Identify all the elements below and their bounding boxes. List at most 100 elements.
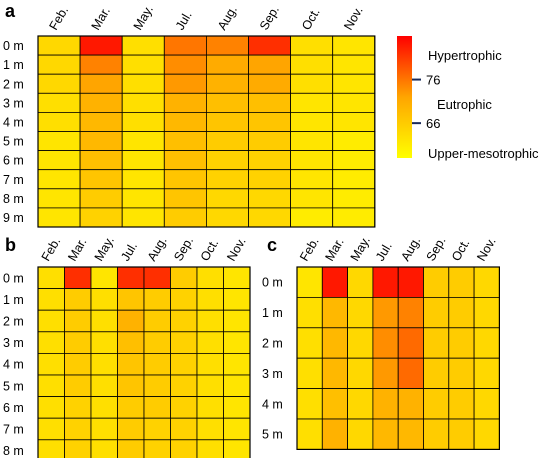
heatmap-cell [64,309,92,333]
heatmap-cell [37,309,65,333]
heatmap-cell [79,169,123,190]
heatmap-cell [332,112,376,132]
heatmap-cell [196,374,224,398]
heatmap-cell [121,92,165,113]
heatmap-cell [372,296,399,329]
heatmap-cell [37,396,65,419]
heatmap-cell [296,266,323,298]
heatmap-cell [473,388,500,420]
heatmap-cell [321,266,348,298]
heatmap-cell [448,266,475,298]
heatmap-cell [37,207,81,228]
heatmap-cell [64,288,92,311]
heatmap-cell [290,73,334,94]
column-label: Aug. [398,234,423,263]
row-label: 5 m [3,135,24,149]
column-label: Mar. [89,4,113,32]
row-label: 0 m [3,271,24,285]
heatmap-cell [248,131,291,152]
heatmap-cell [223,288,251,311]
class-label-hypertrophic: Hypertrophic [428,48,502,63]
column-label: May. [131,3,156,33]
heatmap-cell [90,331,118,354]
heatmap-cell [121,150,165,171]
heatmap-cell [170,439,198,458]
row-label: 6 m [3,401,24,415]
row-label: 9 m [3,211,24,225]
heatmap-cell [473,296,500,329]
heatmap-cell [37,352,65,376]
column-label: Nov. [224,235,249,263]
heatmap-cell [473,266,500,298]
heatmap-cell [448,357,475,390]
heatmap-cell [448,327,475,359]
heatmap-cell [223,439,251,458]
heatmap-cell [64,417,92,441]
color-legend: 76 66 Hypertrophic Eutrophic Upper-mesot… [397,36,539,161]
heatmap-cell [372,266,399,298]
heatmap-cell [37,150,81,171]
row-label: 2 m [3,315,24,329]
heatmap-cell [143,352,171,376]
heatmap-cell [163,73,207,94]
heatmap-cell [90,352,118,376]
heatmap-cell [347,418,374,450]
heatmap-cell [473,418,500,450]
heatmap-cell [163,35,207,56]
heatmap-cell [347,296,374,329]
heatmap-cell [248,35,291,56]
heatmap-cell [79,73,123,94]
row-label: 8 m [3,444,24,458]
heatmap-cell [332,73,376,94]
heatmap-cell [79,112,123,132]
heatmap-cell [397,296,424,329]
heatmap-cell [248,112,291,132]
heatmap-cell [163,150,207,171]
heatmap-cell [37,374,65,398]
heatmap-cell [143,417,171,441]
row-label: 7 m [3,173,24,187]
heatmap-cell [90,266,118,290]
column-label: Oct. [299,6,323,33]
row-label: 1 m [3,293,24,307]
heatmap-cell [290,35,334,56]
heatmap-cell [37,73,81,94]
heatmap-cell [205,188,249,209]
heatmap-cell [473,357,500,390]
heatmap-cell [170,352,198,376]
heatmap-cell [90,439,118,458]
panel-label-c: c [267,235,277,255]
heatmap-cell [64,331,92,354]
heatmap-cell [121,73,165,94]
heatmap-panel-b: b 0 m 1 m 2 m 3 m 4 m 5 m 6 m 7 m 8 m Feb. Mar. May… [3,234,251,458]
row-label: 1 m [3,58,24,72]
heatmap-border [37,35,376,228]
heatmap-cell [290,92,334,113]
heatmap-cell [163,188,207,209]
column-label: Feb. [47,4,72,33]
heatmap-cell [143,309,171,333]
heatmap-cell [205,131,249,152]
heatmap-cell [397,357,424,390]
heatmap-cell [90,374,118,398]
heatmap-cell [290,188,334,209]
heatmap-cell [64,352,92,376]
heatmap-cell [290,54,334,75]
column-label: Jul. [118,240,140,264]
heatmap-cell [290,150,334,171]
heatmap-cell [79,131,123,152]
heatmap-cell [170,288,198,311]
column-label: Mar. [65,235,89,263]
heatmap-cell [290,169,334,190]
heatmap-cell [163,112,207,132]
heatmap-cell [143,266,171,290]
heatmap-cell [37,288,65,311]
heatmap-cell [347,357,374,390]
row-label: 5 m [262,428,283,442]
column-label: Feb. [297,235,322,264]
heatmap-cell [37,331,65,354]
heatmap-cell [79,207,123,228]
heatmap-cell [347,266,374,298]
heatmap-cell [296,357,323,390]
